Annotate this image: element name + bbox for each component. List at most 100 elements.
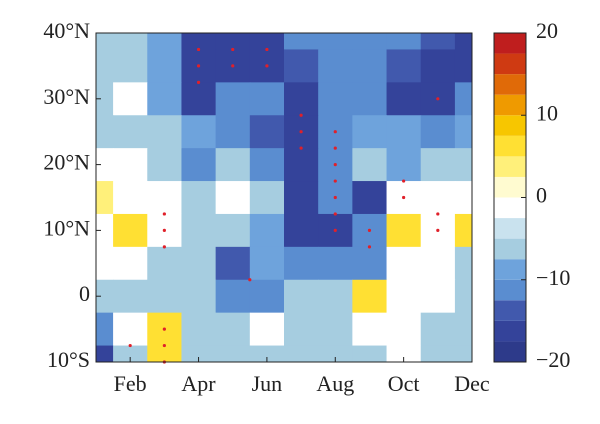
- contour-cell: [284, 181, 319, 215]
- colorbar-band: [494, 218, 526, 239]
- colorbar-band: [494, 320, 526, 342]
- contour-cell: [147, 49, 182, 83]
- significance-dot: [196, 47, 201, 52]
- significance-dot: [162, 343, 166, 348]
- contour-cell: [181, 246, 217, 281]
- contour-cell: [181, 312, 217, 347]
- contour-cell: [249, 33, 285, 50]
- contour-cell: [284, 49, 319, 83]
- contour-cell: [386, 148, 422, 182]
- contour-cell: [181, 82, 217, 116]
- contour-field: [96, 33, 472, 362]
- colorbar-band: [494, 238, 526, 260]
- contour-cell: [386, 246, 422, 281]
- contour-cell: [284, 148, 319, 182]
- contour-cell: [249, 213, 285, 248]
- colorbar-band: [494, 135, 526, 157]
- y-tick-label: 20°N: [43, 150, 90, 175]
- contour-cell: [181, 213, 217, 248]
- contour-cell: [215, 82, 251, 116]
- significance-dot: [367, 228, 372, 232]
- contour-cell: [215, 115, 251, 149]
- significance-dot: [333, 212, 337, 216]
- colorbar-tick-label: 10: [536, 100, 558, 125]
- contour-cell: [181, 33, 217, 50]
- x-tick-label: Apr: [181, 371, 216, 396]
- contour-cell: [420, 181, 456, 215]
- contour-cell: [420, 312, 456, 347]
- contour-cell: [420, 279, 456, 314]
- contour-cell: [386, 345, 422, 362]
- contour-cell: [96, 82, 114, 116]
- contour-cell: [386, 279, 422, 314]
- contour-cell: [420, 246, 456, 281]
- contour-cell: [454, 82, 472, 116]
- colorbar-band: [494, 259, 526, 280]
- contour-cell: [386, 33, 422, 50]
- contour-cell: [454, 181, 472, 215]
- contour-cell: [96, 181, 114, 215]
- contour-cell: [386, 49, 422, 83]
- contour-cell: [454, 246, 472, 281]
- contour-cell: [318, 82, 353, 116]
- contour-cell: [113, 115, 148, 149]
- contour-cell: [215, 246, 251, 281]
- significance-dot: [162, 327, 166, 331]
- significance-dot: [231, 64, 235, 68]
- significance-dot: [367, 245, 372, 249]
- significance-dot: [265, 64, 269, 68]
- significance-dot: [333, 228, 337, 232]
- contour-cell: [454, 279, 472, 314]
- contour-cell: [113, 181, 148, 215]
- contour-cell: [96, 115, 114, 149]
- contour-cell: [96, 33, 114, 50]
- significance-dot: [128, 343, 132, 348]
- significance-dot: [231, 47, 235, 52]
- contour-cell: [352, 345, 388, 362]
- contour-cell: [96, 279, 114, 314]
- contour-cell: [181, 148, 217, 182]
- colorbar-band: [494, 197, 526, 219]
- contour-cell: [147, 148, 182, 182]
- y-tick-label: 40°N: [43, 18, 90, 43]
- contour-cell: [284, 312, 319, 347]
- contour-cell: [113, 312, 148, 347]
- contour-cell: [113, 279, 148, 314]
- contour-cell: [113, 82, 148, 116]
- significance-dot: [333, 179, 337, 183]
- contour-cell: [386, 115, 422, 149]
- contour-cell: [284, 213, 319, 248]
- significance-dot: [196, 80, 201, 84]
- contour-cell: [318, 279, 353, 314]
- contour-cell: [113, 49, 148, 83]
- contour-cell: [420, 115, 456, 149]
- contour-cell: [113, 345, 148, 362]
- colorbar-band: [494, 53, 526, 75]
- contour-cell: [113, 33, 148, 50]
- contour-cell: [96, 312, 114, 347]
- contour-cell: [96, 49, 114, 83]
- contour-cell: [284, 279, 319, 314]
- contour-cell: [352, 33, 388, 50]
- contour-cell: [318, 246, 353, 281]
- x-tick-label: Dec: [454, 371, 490, 396]
- contour-cell: [215, 312, 251, 347]
- contour-cell: [113, 148, 148, 182]
- contour-cell: [318, 49, 353, 83]
- contour-cell: [386, 312, 422, 347]
- contour-cell: [147, 279, 182, 314]
- contour-cell: [284, 33, 319, 50]
- contour-cell: [113, 213, 148, 248]
- significance-dot: [333, 163, 337, 167]
- contour-cell: [249, 345, 285, 362]
- x-tick-label: Aug: [316, 371, 354, 396]
- y-tick-label: 0: [79, 281, 90, 306]
- contour-cell: [215, 279, 251, 314]
- colorbar-band: [494, 94, 526, 116]
- contour-cell: [147, 82, 182, 116]
- significance-dot: [436, 212, 440, 216]
- contour-cell: [215, 213, 251, 248]
- significance-dot: [248, 278, 252, 282]
- contour-cell: [249, 312, 285, 347]
- contour-cell: [420, 49, 456, 83]
